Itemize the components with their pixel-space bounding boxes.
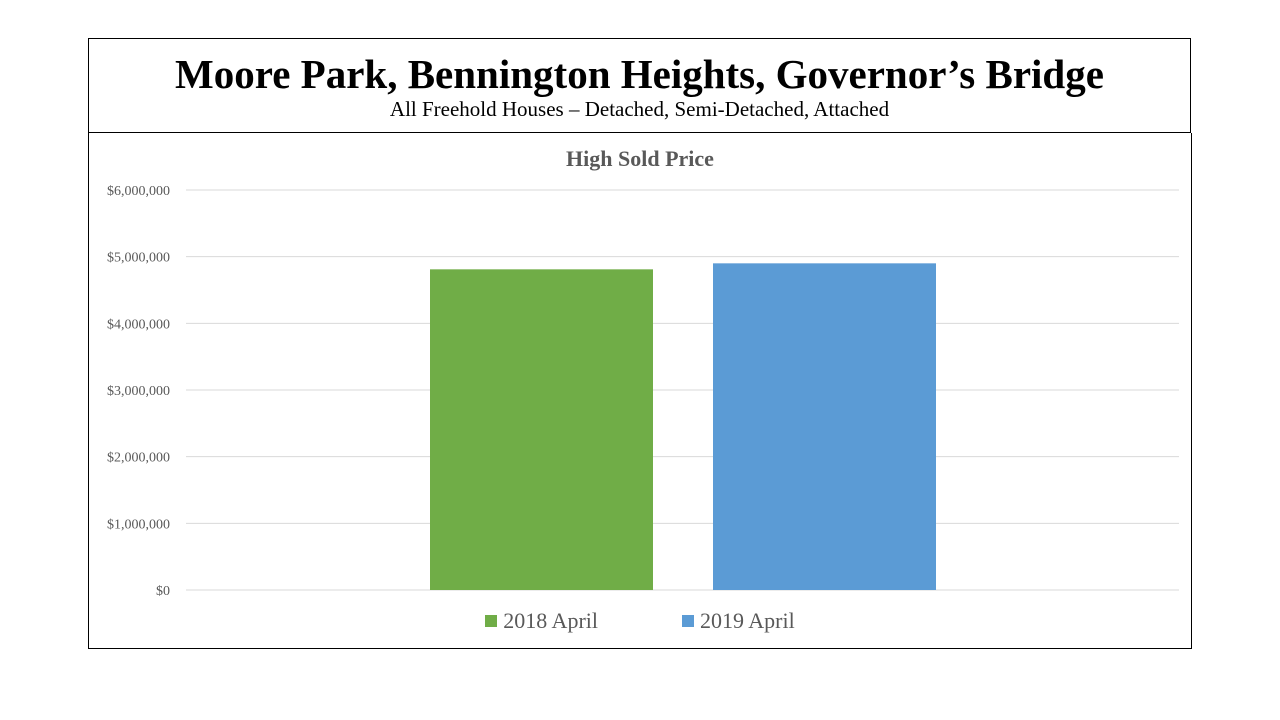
- page-subtitle: All Freehold Houses – Detached, Semi-Det…: [389, 97, 890, 121]
- y-tick-label: $0: [156, 584, 170, 599]
- bar-2018-april: [430, 269, 653, 590]
- legend-swatch: [682, 615, 694, 627]
- chart-area: $0 $1,000,000 $2,000,000 $3,000,000 $4,000,0…: [88, 133, 1192, 649]
- bar-2019-april: [713, 263, 936, 590]
- chart-legend: 2018 April 2019 April: [89, 608, 1191, 634]
- chart-title: High Sold Price: [566, 146, 714, 171]
- y-tick-label: $6,000,000: [107, 184, 170, 199]
- legend-swatch: [485, 615, 498, 627]
- y-tick-label: $5,000,000: [107, 251, 170, 266]
- legend-item: 2019 April: [682, 608, 795, 634]
- y-tick-label: $3,000,000: [107, 384, 170, 399]
- y-tick-label: $1,000,000: [107, 517, 170, 532]
- legend-label: 2018 April: [503, 608, 598, 633]
- header-box: Moore Park, Bennington Heights, Governor…: [88, 38, 1191, 133]
- y-tick-label: $2,000,000: [107, 451, 170, 466]
- legend-item: 2018 April: [485, 608, 598, 634]
- legend-label: 2019 April: [700, 608, 795, 633]
- bar-chart-plot: $0 $1,000,000 $2,000,000 $3,000,000 $4,000,0…: [107, 184, 1179, 599]
- y-tick-label: $4,000,000: [107, 317, 170, 332]
- page-title: Moore Park, Bennington Heights, Governor…: [175, 51, 1104, 97]
